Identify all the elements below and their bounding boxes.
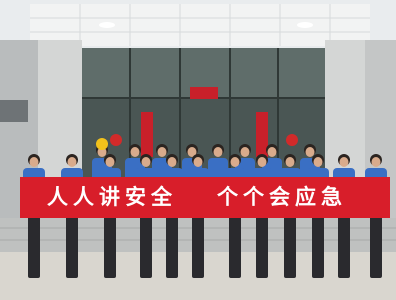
person-face bbox=[231, 157, 240, 167]
fu-sign bbox=[286, 134, 298, 146]
person-face bbox=[340, 157, 349, 167]
person-face bbox=[158, 147, 167, 157]
ceiling-light bbox=[297, 22, 313, 28]
couplet bbox=[141, 112, 153, 157]
person-face bbox=[106, 157, 115, 167]
sign bbox=[0, 100, 28, 122]
person-face bbox=[372, 157, 381, 167]
helmet bbox=[96, 138, 108, 150]
banner-text: 人人讲安全 bbox=[47, 185, 177, 209]
person-face bbox=[241, 147, 250, 157]
door-plaque bbox=[190, 87, 218, 99]
person-face bbox=[258, 157, 267, 167]
banner-text: 个个会应急 bbox=[217, 185, 347, 209]
person-face bbox=[286, 157, 295, 167]
person-face bbox=[314, 157, 323, 167]
page: 人人讲安全 个个会应急 (() => { const data = JSON.p… bbox=[0, 0, 396, 300]
person-face bbox=[268, 147, 277, 157]
person-face bbox=[68, 157, 77, 167]
person-face bbox=[131, 147, 140, 157]
person-face bbox=[194, 157, 203, 167]
person-face bbox=[168, 157, 177, 167]
ceiling-light bbox=[99, 22, 115, 28]
fu-sign bbox=[110, 134, 122, 146]
person-face bbox=[142, 157, 151, 167]
person-face bbox=[30, 157, 39, 167]
person-face bbox=[214, 147, 223, 157]
ceiling bbox=[30, 4, 370, 46]
photo: 人人讲安全 个个会应急 bbox=[0, 0, 396, 300]
person-face bbox=[306, 147, 315, 157]
